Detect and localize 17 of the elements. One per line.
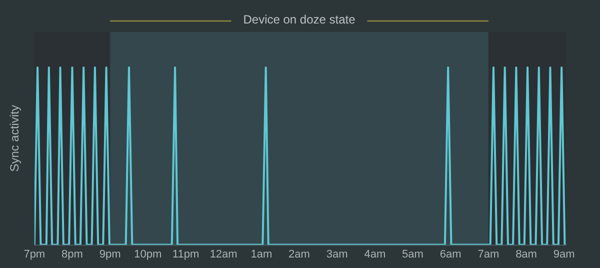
x-tick-label: 10pm — [134, 248, 162, 260]
x-tick-label: 1am — [250, 248, 272, 260]
x-tick-label: 7pm — [24, 248, 46, 260]
x-tick-label: 5am — [402, 248, 424, 260]
band-label: Device on doze state — [243, 12, 356, 26]
x-tick-label: 11pm — [172, 248, 200, 260]
y-axis-title: Sync activity — [8, 105, 22, 172]
x-tick-label: 4am — [364, 248, 386, 260]
x-tick-label: 8am — [516, 248, 537, 260]
x-tick-label: 12am — [210, 248, 238, 260]
x-tick-label: 6am — [440, 248, 462, 260]
x-tick-label: 7am — [478, 248, 500, 260]
x-tick-label: 9pm — [99, 248, 121, 260]
x-tick-label: 8pm — [62, 248, 83, 260]
x-tick-label: 3am — [326, 248, 348, 260]
x-tick-label: 2am — [288, 248, 310, 260]
x-tick-label: 9am — [553, 248, 575, 260]
